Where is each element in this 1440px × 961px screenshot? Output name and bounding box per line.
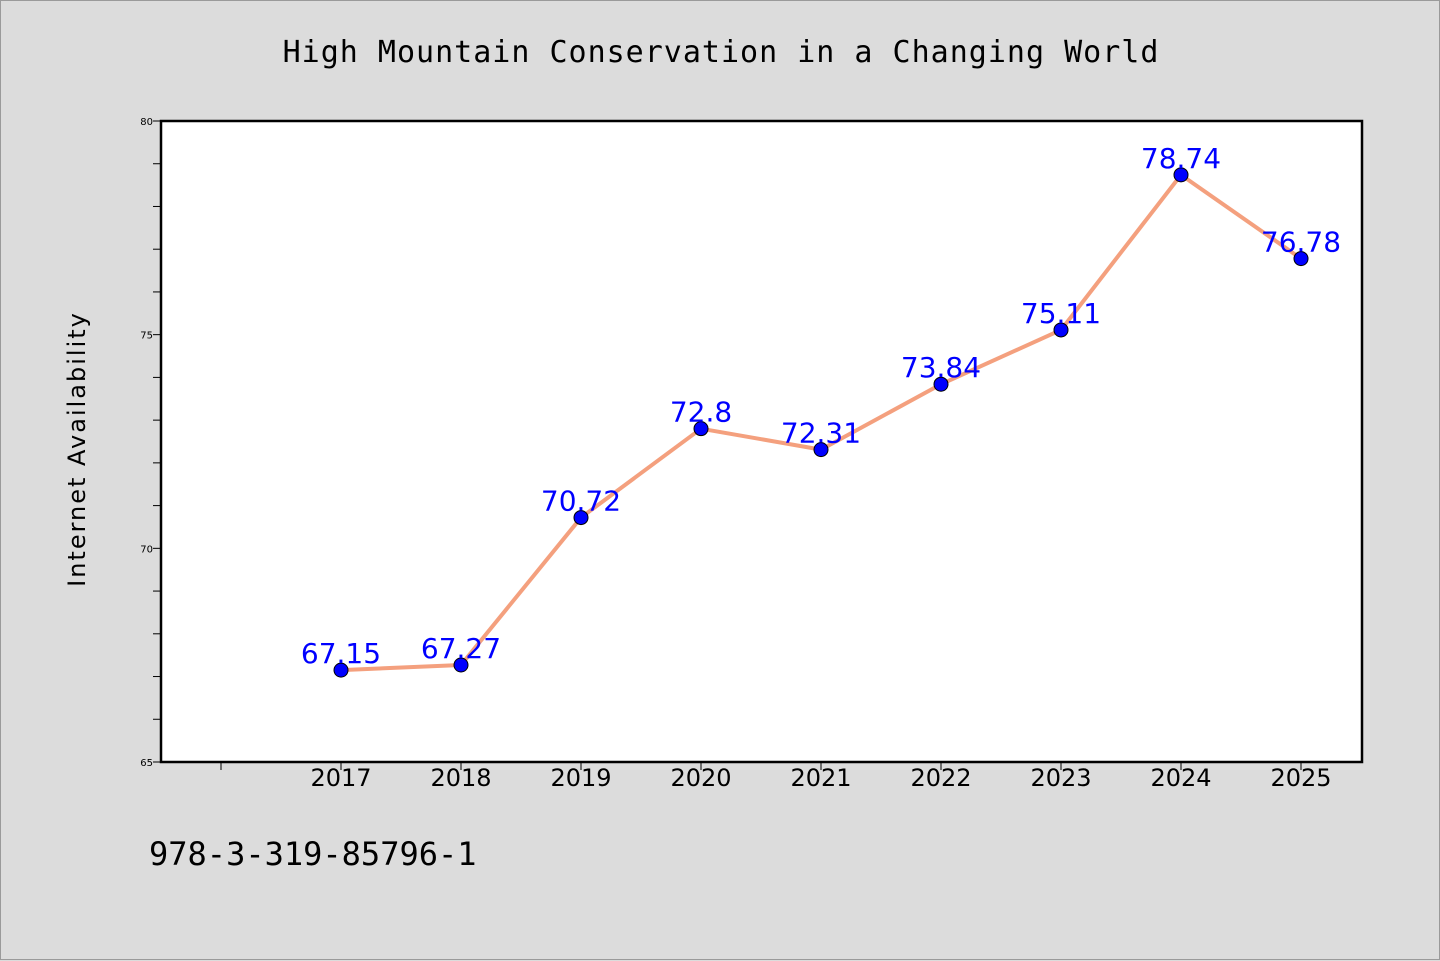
plot-background xyxy=(161,121,1362,762)
y-tick-label: 65 xyxy=(140,758,153,769)
x-tick-label: 2018 xyxy=(430,764,491,792)
data-point xyxy=(693,421,709,437)
data-point xyxy=(1173,167,1189,183)
data-point xyxy=(933,376,949,392)
data-point xyxy=(813,442,829,458)
y-tick-label: 75 xyxy=(140,331,153,342)
y-tick-label: 80 xyxy=(140,117,153,128)
x-tick-label: 2023 xyxy=(1030,764,1091,792)
x-tick-label: 2025 xyxy=(1270,764,1331,792)
x-tick-label: 2021 xyxy=(790,764,851,792)
plot-frame xyxy=(159,119,1364,764)
data-point xyxy=(573,510,589,526)
data-label: 78.74 xyxy=(1141,142,1221,175)
data-label: 75.11 xyxy=(1021,297,1101,330)
x-tick-label: 2022 xyxy=(910,764,971,792)
data-label: 73.84 xyxy=(901,351,981,384)
chart-title: High Mountain Conservation in a Changing… xyxy=(282,35,1160,70)
data-label: 67.15 xyxy=(301,637,381,670)
data-point xyxy=(1053,322,1069,338)
x-tick-label: 2020 xyxy=(670,764,731,792)
data-point xyxy=(333,662,349,678)
y-tick-label: 70 xyxy=(140,544,153,555)
data-label: 70.72 xyxy=(541,485,621,518)
data-label: 76.78 xyxy=(1261,226,1341,259)
isbn-text: 978-3-319-85796-1 xyxy=(149,835,477,873)
data-label: 72.8 xyxy=(670,396,732,429)
data-label: 67.27 xyxy=(421,632,501,665)
data-label: 72.31 xyxy=(781,417,861,450)
x-tick-label: 2017 xyxy=(310,764,371,792)
data-point xyxy=(453,657,469,673)
x-tick-label: 2019 xyxy=(550,764,611,792)
data-point xyxy=(1293,251,1309,267)
x-tick-label: 2024 xyxy=(1150,764,1211,792)
